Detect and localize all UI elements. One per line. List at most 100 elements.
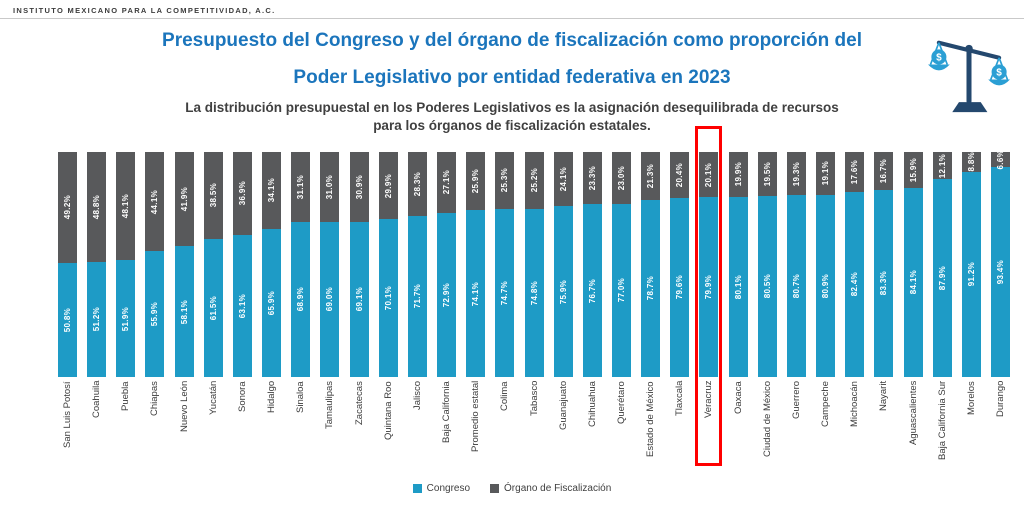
bar-column: 12.1% 87.9% Baja California Sur [932,152,952,476]
bar-column: 29.9% 70.1% Quintana Roo [378,152,398,476]
value-label: 17.6% [850,159,860,184]
category-label: Tlaxcala [674,381,686,417]
segment-congreso: 87.9% [932,179,952,377]
category-label: Durango [995,381,1006,418]
segment-fiscalizacion: 15.9% [903,152,923,188]
value-label: 74.1% [471,281,481,306]
bar-column: 24.1% 75.9% Guanajuato [553,152,573,476]
bar-column: 48.1% 51.9% Puebla [116,152,136,476]
bar-column: 20.4% 79.6% Tlaxcala [670,152,690,476]
segment-congreso: 79.9% [699,197,719,377]
legend-item-fiscalizacion: Órgano de Fiscalización [490,483,611,494]
segment-fiscalizacion: 19.9% [728,152,748,197]
value-label: 29.9% [383,173,393,198]
segment-congreso: 77.0% [611,203,631,377]
segment-congreso: 74.1% [466,210,486,377]
segment-congreso: 71.7% [407,215,427,377]
segment-fiscalizacion: 19.5% [757,152,777,196]
value-label: 19.1% [821,161,831,186]
value-label: 83.3% [879,271,889,296]
value-label: 16.7% [879,158,889,183]
segment-fiscalizacion: 29.9% [378,152,398,220]
segment-congreso: 74.7% [495,208,515,377]
value-label: 44.1% [150,189,160,214]
right-coin [991,64,1007,80]
bar-column: 16.7% 83.3% Nayarit [874,152,894,476]
category-label: Puebla [120,381,132,411]
bar-column: 19.1% 80.9% Campeche [816,152,836,476]
value-label: 27.1% [442,170,452,195]
value-label: 23.0% [616,165,626,190]
segment-congreso: 55.9% [145,251,165,377]
value-label: 8.8% [966,152,976,172]
category-label: Jalisco [411,381,423,411]
value-label: 80.7% [791,274,801,299]
segment-fiscalizacion: 16.7% [874,152,894,190]
stacked-bar: 21.3% 78.7% [641,152,661,377]
segment-fiscalizacion: 41.9% [174,152,194,247]
segment-congreso: 51.9% [116,260,136,377]
segment-fiscalizacion: 44.1% [145,152,165,252]
bar-column: 20.1% 79.9% Veracruz [695,126,723,476]
bar-column: 25.3% 74.7% Colima [495,152,515,476]
legend-label-congreso: Congreso [426,483,471,494]
category-label: Ciudad de México [761,381,773,458]
scale-pole [966,47,972,103]
stacked-bar: 19.1% 80.9% [816,152,836,377]
bar-column: 6.6% 93.4% Durango [991,150,1010,476]
title-line-1: Presupuesto del Congreso y del órgano de… [162,30,862,51]
bar-column: 23.3% 76.7% Chihuahua [582,152,602,476]
category-label: Hidalgo [266,381,278,414]
segment-fiscalizacion: 17.6% [845,152,865,192]
segment-fiscalizacion: 20.4% [670,152,690,198]
stacked-bar: 12.1% 87.9% [932,152,952,377]
stacked-bar: 28.3% 71.7% [407,152,427,377]
chart-title: Presupuesto del Congreso y del órgano de… [0,22,1024,96]
segment-fiscalizacion: 31.1% [291,152,311,222]
segment-fiscalizacion: 23.3% [582,152,602,205]
segment-fiscalizacion: 8.8% [961,152,981,172]
value-label: 61.5% [208,295,218,320]
category-label: Sonora [236,381,248,412]
value-label: 87.9% [937,266,947,291]
value-label: 75.9% [558,279,568,304]
segment-fiscalizacion: 25.2% [524,152,544,209]
value-label: 34.1% [267,178,277,203]
chart-subtitle: La distribución presupuestal en los Pode… [0,99,1024,134]
bar-column: 15.9% 84.1% Aguascalientes [903,152,923,476]
segment-congreso: 80.9% [816,194,836,377]
bar-columns: 49.2% 50.8% San Luis Potosí 48.8% 51.2% Coahu… [58,126,1010,476]
value-label: 82.4% [850,272,860,297]
category-label: Aguascalientes [907,381,919,446]
bar-column: 31.0% 69.0% Tamaulipas [320,152,340,476]
bar-column: 19.3% 80.7% Guerrero [786,152,806,476]
category-label: Campeche [820,381,832,427]
segment-congreso: 80.5% [757,195,777,377]
title-line-2: Poder Legislativo por entidad federativa… [293,67,731,88]
value-label: 20.4% [675,162,685,188]
segment-fiscalizacion: 48.8% [87,152,107,262]
segment-congreso: 61.5% [203,238,223,377]
category-label: Chihuahua [586,381,598,427]
bar-column: 30.9% 69.1% Zacatecas [349,152,369,476]
stacked-bar: 27.1% 72.9% [437,152,457,377]
value-label: 31.0% [325,174,335,199]
segment-congreso: 50.8% [58,262,77,377]
segment-congreso: 80.7% [786,195,806,377]
value-label: 20.1% [704,162,714,187]
segment-fiscalizacion: 49.2% [58,152,77,263]
value-label: 36.9% [237,181,247,206]
dollar-sign: $ [936,52,942,63]
legend-label-fiscalizacion: Órgano de Fiscalización [504,483,612,494]
value-label: 25.2% [529,168,539,193]
segment-fiscalizacion: 19.3% [786,152,806,196]
stacked-bar: 25.2% 74.8% [524,152,544,377]
legend-item-congreso: Congreso [412,483,471,494]
value-label: 80.9% [821,273,831,299]
category-label: Sinaloa [295,381,307,413]
category-label: Chiapas [149,381,161,416]
segment-fiscalizacion: 34.1% [262,152,282,229]
chart-legend: Congreso Órgano de Fiscalización [0,483,1024,494]
top-header: INSTITUTO MEXICANO PARA LA COMPETITIVIDA… [0,0,1024,19]
